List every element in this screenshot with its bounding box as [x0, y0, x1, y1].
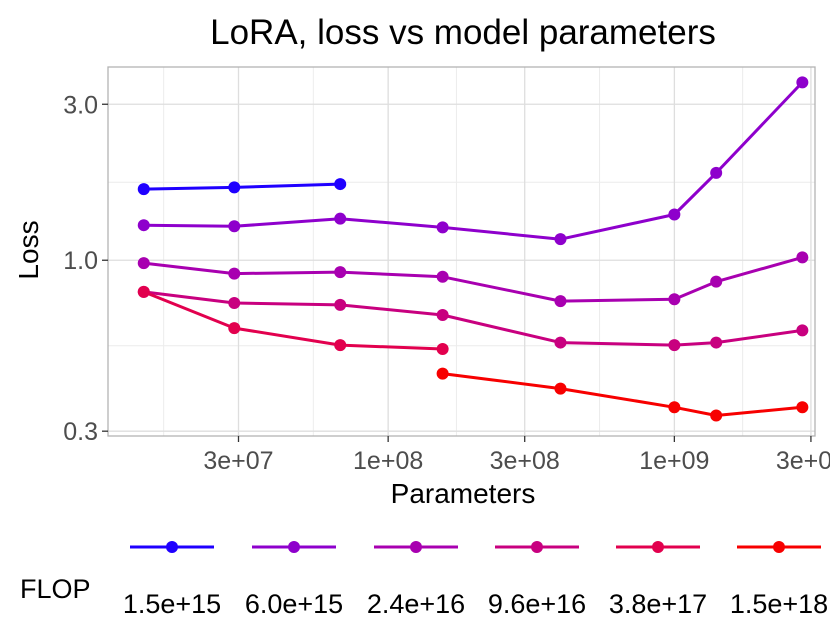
series-line: [143, 290, 443, 351]
legend-key-point: [531, 541, 543, 553]
y-tick-label: 0.3: [63, 418, 98, 446]
data-point: [710, 409, 723, 422]
x-tick-label: 3e+08: [490, 447, 560, 475]
series-1.5e+15: [137, 178, 347, 196]
x-axis-title: Parameters: [391, 478, 536, 509]
data-point: [334, 212, 347, 225]
data-point: [334, 178, 347, 191]
data-point: [228, 322, 241, 335]
series-6.0e+15: [137, 76, 809, 246]
series-2.4e+16: [137, 251, 809, 308]
data-point: [228, 220, 241, 233]
legend-label: 1.5e+15: [123, 589, 221, 619]
legend-title: FLOP: [20, 574, 91, 604]
series-line: [143, 81, 804, 241]
data-point: [554, 382, 567, 395]
data-point: [228, 267, 241, 280]
data-point: [796, 251, 809, 264]
data-point: [137, 183, 150, 196]
legend-label: 6.0e+15: [245, 589, 343, 619]
data-point: [436, 367, 449, 380]
data-point: [334, 266, 347, 279]
legend-key-point: [288, 541, 300, 553]
data-point: [710, 166, 723, 179]
data-point: [137, 285, 150, 298]
data-point: [710, 275, 723, 288]
data-point: [554, 295, 567, 308]
data-point: [796, 76, 809, 89]
x-axis: 3e+07 1e+08 3e+08 1e+09 3e+09: [203, 436, 830, 475]
data-point: [334, 339, 347, 352]
panel-border: [107, 66, 816, 437]
y-tick-label: 1.0: [63, 247, 98, 275]
data-point: [334, 298, 347, 311]
y-axis: 0.3 1.0 3.0: [63, 91, 108, 446]
data-point: [436, 343, 449, 356]
data-point: [796, 401, 809, 414]
data-point: [228, 296, 241, 309]
legend-label: 3.8e+17: [609, 589, 707, 619]
series-line: [143, 290, 803, 347]
legend-item: 6.0e+15: [245, 541, 343, 619]
y-tick-label: 3.0: [63, 91, 98, 119]
legend-key-point: [652, 541, 664, 553]
series-3.8e+17: [137, 285, 449, 356]
x-tick-label: 1e+08: [353, 447, 423, 475]
data-point: [554, 233, 567, 246]
legend-key-point: [410, 541, 422, 553]
data-point: [668, 401, 681, 414]
series-layer: [137, 76, 809, 422]
plot-panel: [107, 66, 816, 437]
legend-item: 1.5e+15: [123, 541, 221, 619]
data-point: [796, 324, 809, 337]
data-point: [137, 219, 150, 232]
series-line: [143, 255, 803, 303]
legend-key-point: [166, 541, 178, 553]
data-point: [710, 336, 723, 349]
y-axis-title: Loss: [13, 220, 44, 279]
x-tick-label: 3e+09: [776, 447, 830, 475]
data-point: [137, 257, 150, 270]
legend-item: 9.6e+16: [488, 541, 586, 619]
data-point: [554, 336, 567, 349]
chart-title: LoRA, loss vs model parameters: [210, 13, 716, 52]
data-point: [668, 208, 681, 221]
series-1.5e+18: [436, 367, 809, 422]
data-point: [228, 181, 241, 194]
legend-item: 1.5e+18: [730, 541, 828, 619]
panel-background: [108, 67, 815, 436]
legend-key-point: [773, 541, 785, 553]
legend-item: 2.4e+16: [367, 541, 465, 619]
data-point: [436, 221, 449, 234]
legend-label: 9.6e+16: [488, 589, 586, 619]
legend-label: 2.4e+16: [367, 589, 465, 619]
data-point: [436, 308, 449, 321]
legend-label: 1.5e+18: [730, 589, 828, 619]
data-point: [436, 270, 449, 283]
data-point: [668, 293, 681, 306]
x-tick-label: 1e+09: [639, 447, 709, 475]
legend-item: 3.8e+17: [609, 541, 707, 619]
legend: FLOP 1.5e+15 6.0e+15 2.4e+16 9.6e+16 3.8e+17…: [20, 541, 828, 619]
data-point: [668, 339, 681, 352]
x-tick-label: 3e+07: [203, 447, 273, 475]
